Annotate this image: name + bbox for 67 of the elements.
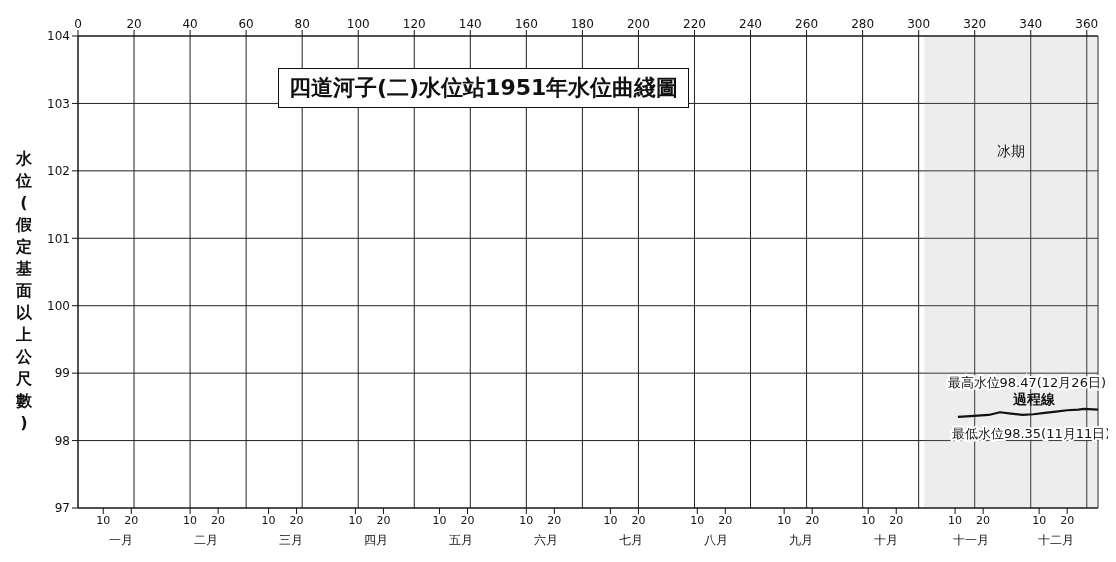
x2-tick-label: 280 (851, 17, 875, 31)
x2-tick-label: 320 (963, 17, 987, 31)
text: 七月 (617, 532, 644, 549)
x-tick-label: 20 (718, 513, 733, 527)
x2-tick-label: 120 (402, 17, 426, 31)
y-tick-label: 99 (54, 366, 70, 381)
x-tick-label: 20 (211, 513, 226, 527)
x2-tick-label: 300 (907, 17, 931, 31)
x2-tick-label: 40 (182, 17, 198, 31)
text: 一月 (107, 532, 134, 549)
x-tick-label: 10 (261, 513, 276, 527)
x-tick-label: 20 (631, 513, 646, 527)
x-tick-label: 10 (519, 513, 534, 527)
x-tick-label: 10 (948, 513, 963, 527)
text: 八月 (702, 532, 729, 549)
text: 十一月 (951, 532, 990, 549)
y-tick-label: 102 (47, 164, 70, 179)
x-tick-label: 10 (603, 513, 618, 527)
text: 四道河子(二)水位站1951年水位曲綫圖 (278, 68, 690, 108)
y-tick-label: 100 (47, 298, 70, 313)
y-tick-label: 97 (54, 501, 70, 516)
x2-tick-label: 220 (683, 17, 706, 31)
x2-tick-label: 20 (126, 17, 142, 31)
x-tick-label: 10 (432, 513, 447, 527)
text: 三月 (277, 532, 304, 549)
x2-tick-label: 80 (294, 17, 310, 31)
text: 水位(假定基面以上公尺數) (16, 149, 32, 432)
x2-tick-label: 60 (238, 17, 254, 31)
x2-tick-label: 100 (346, 17, 370, 31)
x-tick-label: 20 (805, 513, 820, 527)
band-label: 冰期 (997, 142, 1026, 159)
text: 十二月 (1036, 532, 1075, 549)
x-tick-label: 10 (690, 513, 705, 527)
text: 二月 (192, 532, 219, 549)
x2-tick-label: 0 (74, 17, 82, 31)
x2-tick-label: 160 (514, 17, 538, 31)
y-tick-label: 104 (47, 29, 70, 44)
y-tick-label: 101 (47, 231, 70, 246)
x-tick-label: 20 (547, 513, 562, 527)
x-tick-label: 10 (777, 513, 792, 527)
text: 九月 (787, 532, 814, 549)
text: 六月 (532, 532, 559, 549)
text: 五月 (447, 532, 474, 549)
y-tick-label: 98 (54, 433, 70, 448)
x-tick-label: 20 (1060, 513, 1075, 527)
x-tick-label: 20 (976, 513, 991, 527)
x-tick-label: 20 (889, 513, 904, 527)
text: 四月 (362, 532, 389, 549)
x-tick-label: 10 (96, 513, 111, 527)
y-tick-label: 103 (47, 96, 70, 111)
line-series (956, 407, 1098, 419)
x-tick-label: 20 (460, 513, 475, 527)
x-tick-label: 10 (1032, 513, 1047, 527)
x-tick-label: 20 (289, 513, 304, 527)
text: 十月 (872, 532, 899, 549)
x-tick-label: 20 (124, 513, 139, 527)
x2-tick-label: 360 (1075, 17, 1099, 31)
x-tick-label: 20 (376, 513, 391, 527)
x2-tick-label: 340 (1019, 17, 1043, 31)
x2-tick-label: 260 (795, 17, 819, 31)
x2-tick-label: 140 (458, 17, 482, 31)
x-tick-label: 10 (861, 513, 876, 527)
x2-tick-label: 240 (739, 17, 762, 31)
x-tick-label: 10 (348, 513, 363, 527)
x2-tick-label: 200 (626, 17, 650, 31)
x-tick-label: 10 (183, 513, 198, 527)
x2-tick-label: 180 (570, 17, 594, 31)
